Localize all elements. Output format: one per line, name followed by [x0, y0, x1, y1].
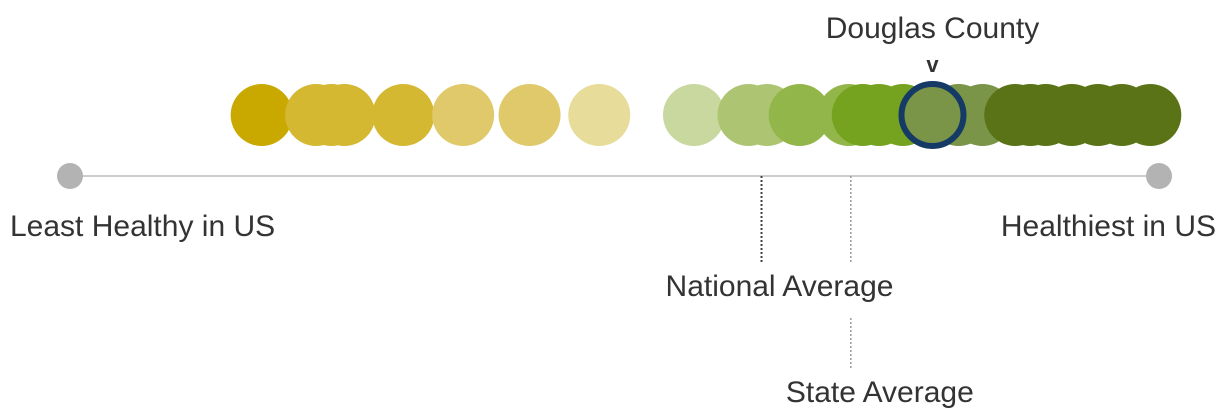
axis-end-dot: [1146, 163, 1172, 189]
county-point-26[interactable]: [1119, 84, 1182, 146]
county-point-12[interactable]: [768, 84, 831, 146]
county-points: [230, 84, 1182, 146]
county-point-8[interactable]: [568, 84, 631, 146]
county-point-6[interactable]: [432, 84, 495, 146]
national-average-label: National Average: [666, 270, 894, 303]
county-point-5[interactable]: [372, 84, 435, 146]
county-point-4[interactable]: [313, 84, 376, 146]
highlight-county-point[interactable]: [898, 81, 967, 149]
least-healthy-label: Least Healthy in US: [10, 210, 275, 243]
axis-start-dot: [57, 163, 83, 189]
county-point-1[interactable]: [230, 84, 293, 146]
healthiest-label: Healthiest in US: [1001, 210, 1216, 243]
highlight-county-label: Douglas County: [826, 12, 1039, 45]
highlight-county-marker: v: [926, 52, 939, 77]
county-point-7[interactable]: [498, 84, 561, 146]
state-average-label: State Average: [786, 376, 974, 409]
county-point-9[interactable]: [662, 84, 725, 146]
